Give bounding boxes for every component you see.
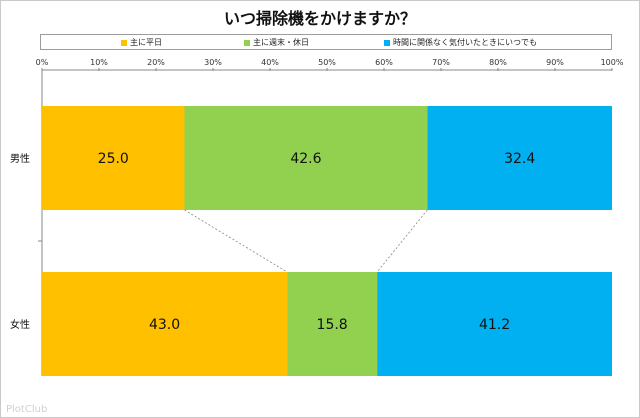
category-label: 男性 [10, 152, 30, 165]
legend-label-weekday: 主に平日 [130, 38, 162, 47]
x-tick-label: 60% [375, 58, 393, 67]
legend-swatch-weekday [121, 39, 127, 46]
x-tick-label: 90% [546, 58, 564, 67]
legend-label-weekend: 主に週末・休日 [253, 38, 309, 47]
bar-segment [427, 106, 612, 210]
legend-item-weekend: 主に週末・休日 [244, 37, 309, 48]
category-label: 女性 [10, 318, 30, 331]
x-tick-label: 20% [147, 58, 165, 67]
watermark: PlotClub [6, 404, 48, 415]
x-tick-label: 70% [432, 58, 450, 67]
legend: 主に平日 主に週末・休日 時間に関係なく気付いたときにいつでも [40, 34, 612, 50]
bar-segment [287, 272, 378, 376]
x-tick-label: 40% [261, 58, 279, 67]
series-line [184, 209, 288, 273]
legend-item-anytime: 時間に関係なく気付いたときにいつでも [384, 37, 537, 48]
bar-segment [42, 272, 288, 376]
x-tick-label: 80% [489, 58, 507, 67]
bar-segment [184, 106, 428, 210]
data-label: 32.4 [504, 151, 535, 167]
x-tick-label: 0% [36, 58, 49, 67]
x-tick-label: 50% [318, 58, 336, 67]
legend-swatch-anytime [384, 39, 390, 46]
legend-item-weekday: 主に平日 [121, 37, 162, 48]
data-label: 25.0 [98, 151, 129, 167]
data-label: 42.6 [290, 151, 321, 167]
chart-title: いつ掃除機をかけますか？ [223, 9, 416, 28]
legend-label-anytime: 時間に関係なく気付いたときにいつでも [393, 38, 537, 47]
x-tick-label: 100% [601, 58, 624, 67]
data-label: 15.8 [317, 317, 348, 333]
data-label: 41.2 [479, 317, 510, 333]
series-line [376, 209, 428, 273]
legend-swatch-weekend [244, 39, 250, 46]
bar-segment [42, 106, 185, 210]
x-tick-label: 30% [204, 58, 222, 67]
bar-segment [377, 272, 612, 376]
x-tick-label: 10% [90, 58, 108, 67]
data-label: 43.0 [149, 317, 180, 333]
